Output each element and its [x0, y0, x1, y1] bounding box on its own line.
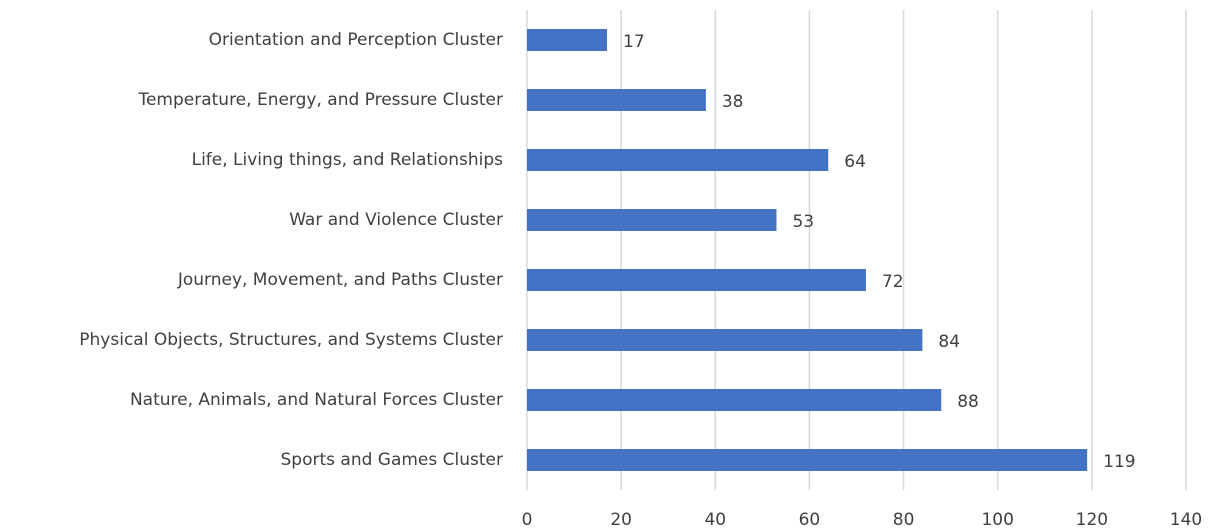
- y-tick-label: Journey, Movement, and Paths Cluster: [177, 270, 503, 290]
- y-tick-label: Sports and Games Cluster: [281, 450, 504, 470]
- y-tick-label: War and Violence Cluster: [289, 210, 503, 230]
- x-tick-label: 0: [522, 510, 533, 530]
- x-tick-label: 20: [610, 510, 632, 530]
- x-tick-label: 100: [981, 510, 1013, 530]
- x-tick-label: 140: [1170, 510, 1202, 530]
- y-tick-label: Life, Living things, and Relationships: [192, 150, 504, 170]
- bar: [527, 449, 1088, 471]
- data-label: 88: [957, 392, 979, 412]
- bar: [527, 389, 942, 411]
- y-tick-label: Physical Objects, Structures, and System…: [79, 330, 503, 350]
- data-label: 84: [938, 332, 960, 352]
- x-tick-label: 60: [799, 510, 821, 530]
- data-label: 64: [844, 152, 866, 172]
- bar: [527, 329, 923, 351]
- x-tick-label: 120: [1076, 510, 1108, 530]
- y-tick-label: Nature, Animals, and Natural Forces Clus…: [130, 390, 503, 410]
- x-tick-label: 80: [893, 510, 915, 530]
- data-label: 17: [623, 32, 645, 52]
- data-label: 119: [1103, 452, 1135, 472]
- bar: [527, 209, 777, 231]
- data-label: 38: [722, 92, 744, 112]
- y-tick-label: Temperature, Energy, and Pressure Cluste…: [137, 90, 503, 110]
- bar: [527, 269, 866, 291]
- bar: [527, 29, 608, 51]
- x-tick-label: 40: [704, 510, 726, 530]
- data-label: 53: [792, 212, 814, 232]
- y-tick-label: Orientation and Perception Cluster: [209, 30, 503, 50]
- bar: [527, 89, 706, 111]
- data-label: 72: [882, 272, 904, 292]
- bar: [527, 149, 829, 171]
